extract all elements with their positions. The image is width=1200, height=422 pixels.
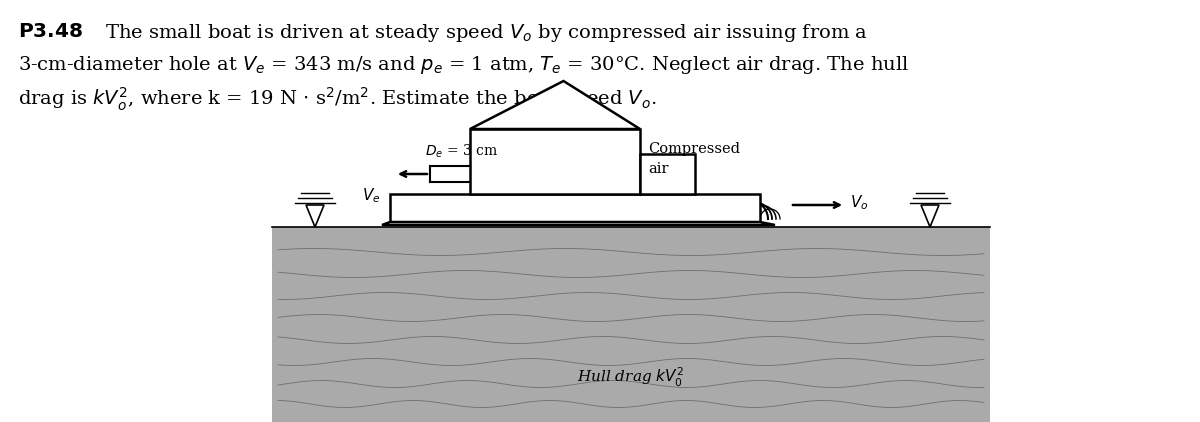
Text: $V_o$: $V_o$: [850, 194, 869, 212]
Text: $\mathbf{P3.48}$: $\mathbf{P3.48}$: [18, 22, 83, 41]
Text: $D_e$ = 3 cm: $D_e$ = 3 cm: [425, 143, 498, 160]
Text: drag is $kV_o^2$, where k = 19 N $\cdot$ s$^2$/m$^2$. Estimate the boat speed $V: drag is $kV_o^2$, where k = 19 N $\cdot$…: [18, 86, 656, 114]
Polygon shape: [306, 205, 324, 227]
Text: air: air: [648, 162, 668, 176]
Bar: [470, 129, 640, 194]
Text: $V_e$: $V_e$: [362, 186, 380, 205]
Polygon shape: [470, 81, 640, 129]
Polygon shape: [382, 222, 775, 225]
Text: 3-cm-diameter hole at $V_e$ = 343 m/s and $p_e$ = 1 atm, $T_e$ = 30°C. Neglect a: 3-cm-diameter hole at $V_e$ = 343 m/s an…: [18, 54, 910, 76]
Text: The small boat is driven at steady speed $V_o$ by compressed air issuing from a: The small boat is driven at steady speed…: [106, 22, 868, 44]
Text: Compressed: Compressed: [648, 142, 740, 156]
Polygon shape: [922, 205, 940, 227]
Text: Hull drag $kV_0^2$: Hull drag $kV_0^2$: [576, 365, 684, 389]
Bar: [272, 227, 990, 422]
Bar: [640, 154, 695, 194]
Bar: [390, 194, 760, 222]
